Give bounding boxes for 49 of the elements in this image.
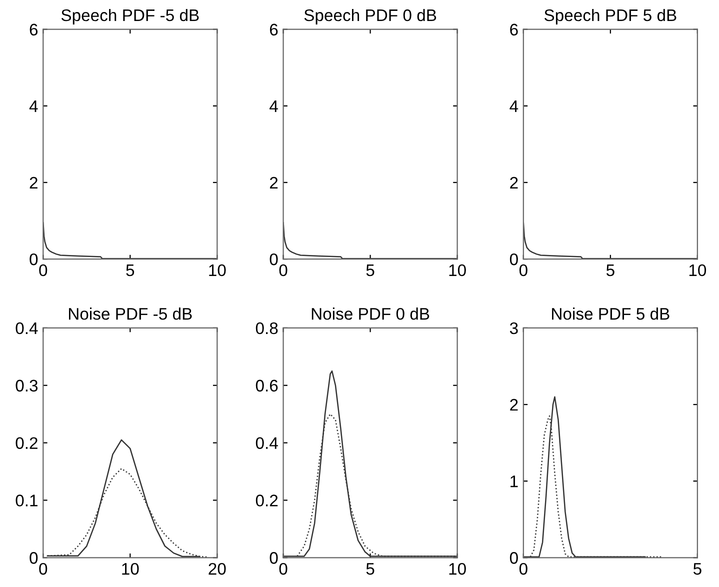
chart-title: Noise PDF 5 dB [552,308,670,320]
x-tick-label: 10 [449,562,466,575]
y-tick-label: 1 [510,476,518,488]
y-tick-label: 0 [510,253,518,266]
x-tick-label: 5 [366,264,374,276]
x-tick-label: 0 [39,562,48,575]
x-tick-label: 5 [606,264,614,276]
y-tick-label: 0.6 [256,380,278,392]
x-tick-label: 10 [122,562,139,575]
y-tick-label: 4 [270,100,278,112]
y-tick-label: 0.2 [16,437,38,450]
y-tick-label: 0.2 [256,494,278,506]
y-tick-label: 0 [270,253,278,266]
x-tick-label: 5 [366,563,374,575]
x-tick-label: 10 [689,264,706,276]
y-tick-label: 0.4 [256,437,278,450]
x-tick-label: 10 [209,264,226,276]
chart-title: Noise PDF -5 dB [68,308,192,320]
y-tick-label: 2 [510,176,518,189]
y-tick-label: 6 [30,24,38,36]
y-tick-label: 3 [510,322,518,334]
y-tick-label: 2 [270,176,278,189]
x-tick-label: 0 [279,562,288,575]
chart-title: Noise PDF 0 dB [312,308,430,320]
x-tick-label: 20 [208,562,226,575]
x-tick-label: 5 [693,563,702,575]
x-tick-label: 0 [39,264,48,276]
y-tick-label: 0.8 [256,322,278,334]
y-tick-label: 2 [30,176,38,189]
y-tick-label: 0.4 [16,322,38,334]
x-tick-label: 0 [519,562,528,575]
x-tick-label: 0 [519,264,528,276]
chart-title: Speech PDF 0 dB [304,8,436,24]
y-tick-label: 0.3 [16,380,38,392]
x-tick-label: 5 [126,264,134,276]
y-tick-label: 0 [30,253,38,266]
y-tick-label: 0 [270,552,278,564]
x-tick-label: 10 [449,264,466,276]
y-tick-label: 4 [29,100,38,112]
y-tick-label: 0.1 [16,494,38,506]
y-tick-label: 2 [510,398,518,411]
y-tick-label: 6 [510,24,518,36]
chart-title: Speech PDF 5 dB [544,8,676,24]
x-tick-label: 0 [279,264,288,276]
y-tick-label: 6 [270,24,278,36]
chart-title: Speech PDF -5 dB [61,8,199,24]
y-tick-label: 4 [510,100,518,112]
y-tick-label: 0 [30,552,38,564]
y-tick-label: 0 [510,552,518,564]
